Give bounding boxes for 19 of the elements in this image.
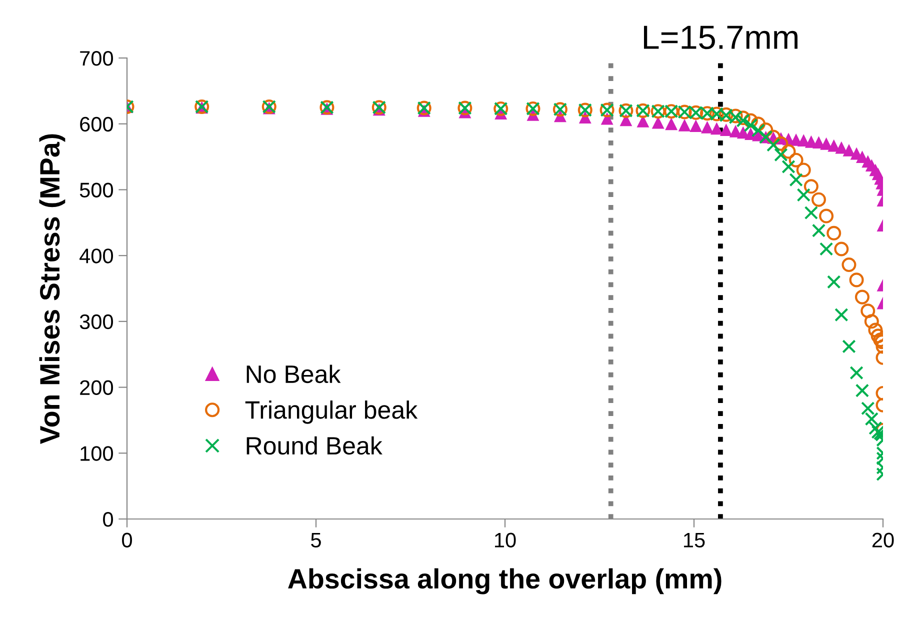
ref-line-label: L=15.7mm	[644, 26, 798, 50]
x-tick-label: 20	[872, 532, 894, 548]
y-tick-label: 600	[80, 116, 113, 132]
x-axis-title: Abscissa along the overlap (mm)	[288, 568, 722, 594]
y-tick-label: 200	[80, 380, 113, 396]
y-tick-label: 500	[80, 182, 113, 198]
x-tick-label: 5	[311, 532, 321, 548]
y-tick-label: 400	[80, 248, 113, 264]
legend-label: Triangular beak	[245, 400, 418, 424]
y-axis-title: Von Mises Stress (MPa)	[39, 134, 66, 444]
x-tick-label: 10	[495, 532, 516, 548]
y-tick-label: 0	[103, 512, 113, 527]
legend-label: Round Beak	[246, 436, 382, 455]
x-tick-label: 0	[122, 532, 132, 548]
x-tick-label: 15	[684, 532, 705, 548]
legend-label: No Beak	[246, 364, 341, 384]
y-tick-label: 700	[80, 51, 113, 66]
y-tick-label: 300	[80, 314, 113, 330]
y-tick-label: 100	[80, 446, 113, 461]
